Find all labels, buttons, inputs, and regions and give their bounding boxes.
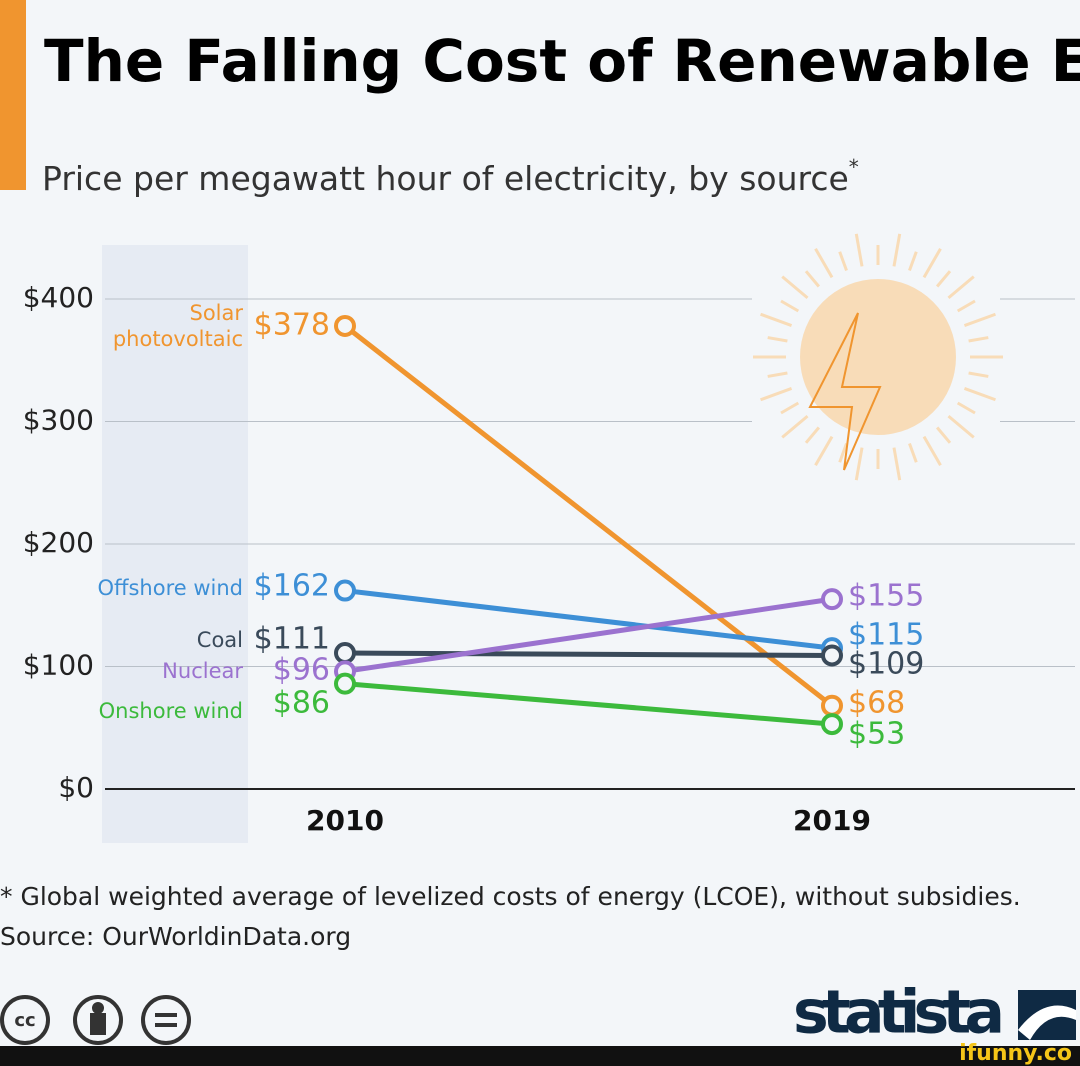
point [821, 694, 843, 717]
value-label: $86 [273, 686, 330, 721]
point [334, 579, 356, 602]
value-label: $68 [848, 686, 905, 721]
series-line [344, 650, 833, 658]
series-name: Nuclear [162, 659, 243, 683]
source: Source: OurWorldinData.org [0, 922, 351, 951]
series-name: Coal [196, 628, 243, 652]
footnote: * Global weighted average of levelized c… [0, 882, 1021, 911]
value-label: $115 [848, 618, 924, 653]
accent-bar [0, 0, 26, 190]
series-name: Onshore wind [98, 699, 243, 723]
chart-title: The Falling Cost of Renewable Energy [44, 27, 1080, 95]
value-label: $162 [254, 569, 330, 604]
y-tick-label: $0 [58, 771, 94, 804]
brand-logo [1018, 990, 1076, 1040]
license-icon: cc [14, 1010, 35, 1031]
y-tick-label: $100 [23, 649, 94, 682]
sun-illustration [753, 233, 1003, 481]
point [821, 588, 843, 611]
series-line [343, 323, 834, 708]
value-label: $53 [848, 717, 905, 752]
series-name: Offshore wind [97, 576, 243, 600]
value-label: $111 [254, 622, 330, 657]
point [821, 644, 843, 667]
brand: statista [793, 978, 1005, 1048]
value-label: $378 [254, 308, 330, 343]
point [334, 642, 356, 665]
series-name: Solar photovoltaic [112, 301, 243, 351]
value-label: $96 [273, 653, 330, 688]
x-tick-label: 2019 [793, 804, 871, 837]
point [334, 672, 356, 695]
point [334, 314, 356, 337]
value-label: $155 [848, 579, 924, 614]
y-tick-label: $400 [23, 281, 94, 314]
watermark: ifunny.co [959, 1041, 1072, 1066]
y-tick-label: $300 [23, 404, 94, 437]
chart-title: The Falling Cost of Renewable Energy [44, 27, 1080, 95]
value-label: $109 [848, 647, 924, 682]
y-tick-label: $200 [23, 526, 94, 559]
point [821, 713, 843, 736]
footer-bar [0, 1046, 1080, 1066]
subtitle: Price per megawatt hour of electricity, … [42, 159, 849, 198]
subtitle-marker: * [849, 155, 859, 179]
series-line [344, 596, 833, 674]
x-tick-label: 2010 [306, 804, 384, 837]
series-line [344, 681, 833, 727]
series-line [344, 588, 833, 651]
license-icons: cc [0, 995, 191, 1045]
subtitle: Price per megawatt hour of electricity, … [42, 155, 859, 198]
